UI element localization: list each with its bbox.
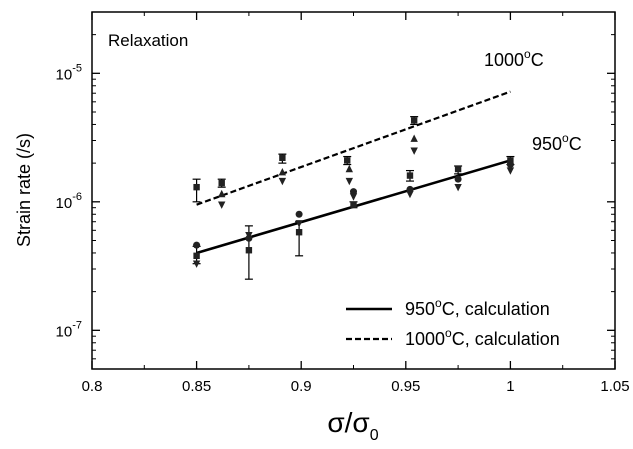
data-point-950c-circle (454, 175, 462, 183)
x-tick-label: 0.9 (291, 378, 312, 395)
legend-label-950c: 950oC, calculation (405, 296, 550, 319)
data-point-950c-circle (506, 161, 514, 169)
data-points (192, 116, 515, 280)
x-tick-label: 1.05 (600, 378, 629, 395)
data-point-950c-triangle-down (349, 193, 358, 201)
x-tick-label: 1 (506, 378, 514, 395)
data-point-950c-square (193, 252, 200, 260)
annotation-relaxation: Relaxation (108, 31, 188, 50)
data-point-950c-circle (193, 241, 201, 249)
data-point-1000c-triangle-up (218, 189, 226, 198)
y-axis-label: Strain rate (/s) (14, 133, 34, 247)
x-tick-label: 0.8 (82, 378, 103, 395)
data-point-950c-square (295, 229, 303, 236)
data-point-950c-square (406, 172, 414, 179)
data-point-1000c-square (193, 183, 200, 191)
data-point-1000c-triangle-up (278, 168, 287, 176)
x-axis-label: σ/σ0 (327, 407, 378, 444)
data-point-950c-triangle-down (295, 220, 303, 228)
data-point-1000c-square (279, 154, 286, 162)
curve-label-950c: 950oC (532, 131, 582, 154)
y-tick-label: 10-7 (56, 319, 82, 340)
data-point-950c-square (245, 247, 253, 254)
data-point-1000c-triangle-down (410, 147, 418, 155)
data-point-950c-square (350, 201, 357, 208)
x-tick-label: 0.85 (182, 378, 211, 395)
data-point-1000c-triangle-up (345, 164, 354, 173)
data-point-1000c-triangle-down (345, 177, 354, 186)
fit-lines (196, 90, 511, 255)
legend: 950oC, calculation 1000oC, calculation (346, 296, 560, 349)
data-point-950c-circle (295, 210, 303, 218)
fit-line-1000c (196, 90, 511, 206)
data-point-950c-triangle-down (192, 260, 201, 268)
data-point-950c-triangle-down (245, 231, 253, 240)
y-tick-label: 10-6 (56, 191, 82, 212)
data-point-1000c-square (410, 117, 418, 124)
axis-ticks: 0.8 0.85 0.9 0.95 1 1.05 10-7 10-6 10-5 (56, 12, 630, 395)
data-point-1000c-triangle-down (218, 201, 226, 209)
data-point-1000c-square (344, 157, 351, 164)
data-point-950c-triangle-down (506, 167, 515, 175)
data-point-950c-square (454, 165, 462, 173)
data-point-1000c-square (218, 179, 225, 187)
legend-label-1000c: 1000oC, calculation (405, 326, 560, 349)
data-point-1000c-triangle-down (278, 177, 287, 186)
data-point-950c-square (507, 157, 514, 164)
data-point-1000c-triangle-up (410, 134, 418, 142)
x-tick-label: 0.95 (391, 378, 420, 395)
data-point-950c-triangle-down (406, 190, 414, 199)
data-point-950c-triangle-down (454, 183, 462, 192)
curve-label-1000c: 1000oC (484, 47, 544, 70)
y-tick-label: 10-5 (56, 62, 82, 83)
